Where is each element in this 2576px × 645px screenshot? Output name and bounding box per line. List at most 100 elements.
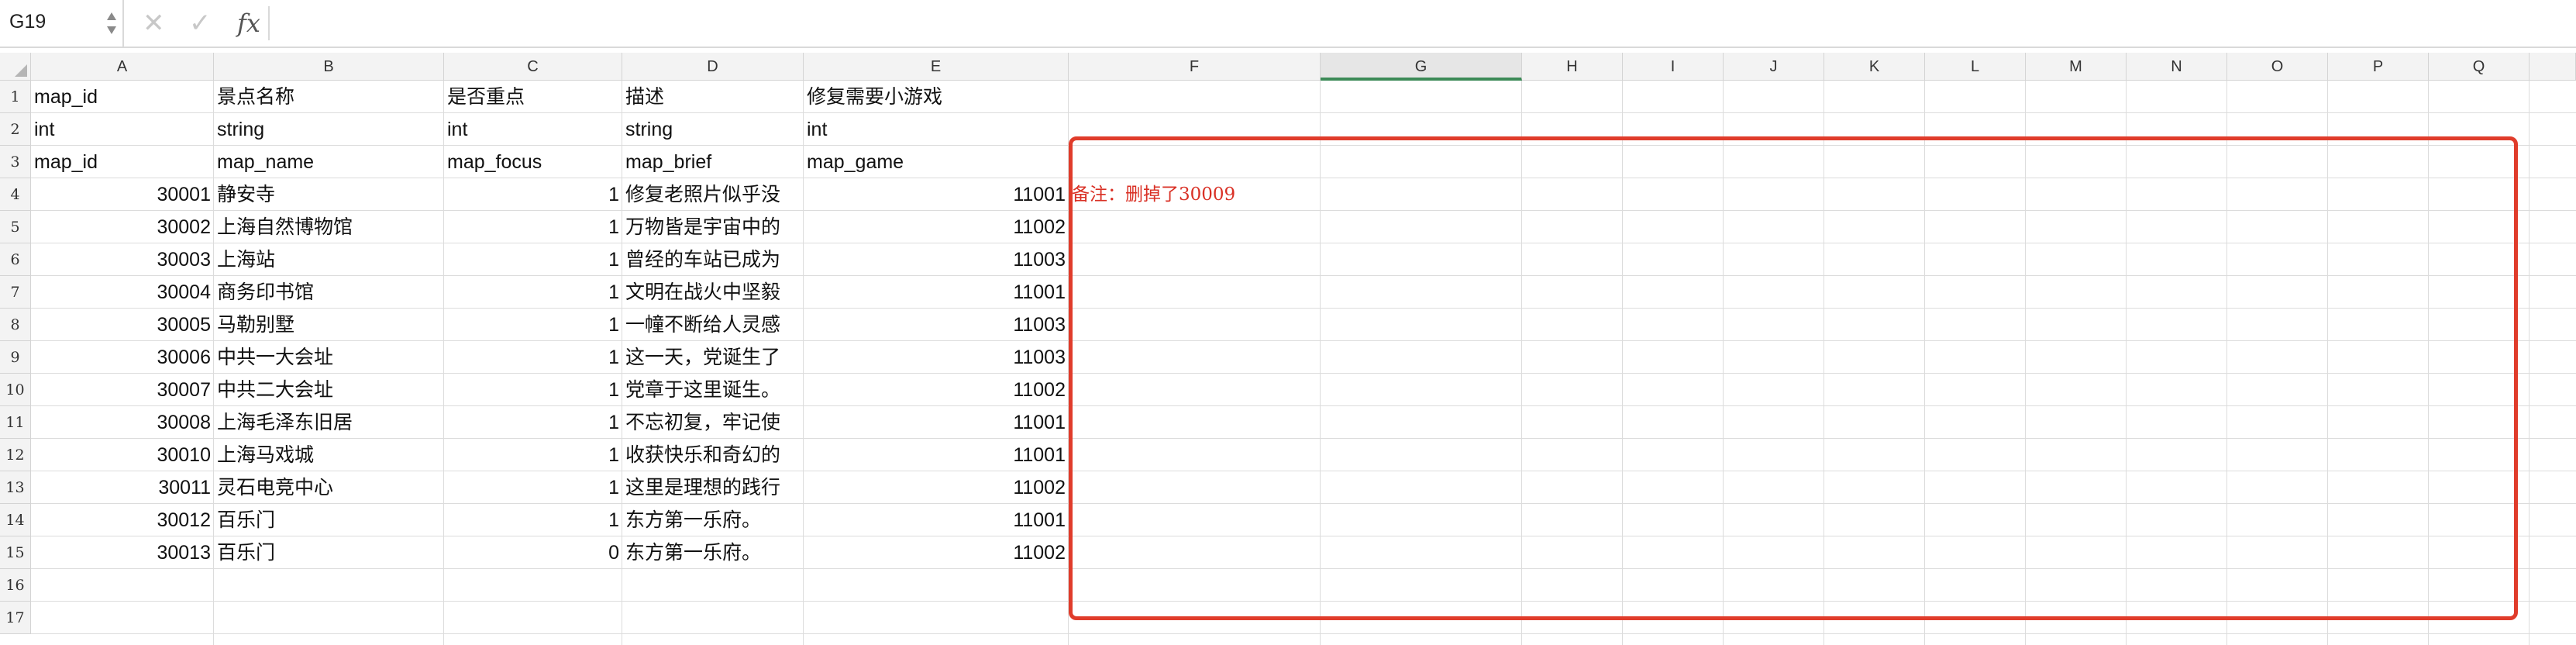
close-icon[interactable]: ✕ [143,8,165,39]
column-header-m[interactable]: M [2026,53,2127,81]
cell-e5[interactable]: 11002 [1013,216,1066,238]
cell-b2[interactable]: string [217,119,265,140]
cell-c2[interactable]: int [447,119,468,140]
cell-a11[interactable]: 30008 [157,412,211,433]
cell-e2[interactable]: int [807,119,828,140]
column-header-j[interactable]: J [1724,53,1824,81]
row-header-1[interactable]: 1 [0,81,31,113]
select-all-corner[interactable] [0,53,31,81]
cell-c8[interactable]: 1 [608,314,619,336]
cell-d3[interactable]: map_brief [625,151,712,173]
row-header-14[interactable]: 14 [0,504,31,536]
cell-d11[interactable]: 不忘初复，牢记使 [625,411,781,433]
cell-e14[interactable]: 11001 [1013,509,1066,531]
cell-e3[interactable]: map_game [807,151,904,173]
cell-d9[interactable]: 这一天，党诞生了 [625,346,781,368]
cell-c7[interactable]: 1 [608,281,619,303]
cell-d15[interactable]: 东方第一乐府。 [625,541,762,564]
cell-d8[interactable]: 一幢不断给人灵感 [625,313,781,336]
note-cell-f4[interactable]: 备注：删掉了30009 [1072,185,1236,205]
cell-a10[interactable]: 30007 [157,379,211,401]
cell-c11[interactable]: 1 [608,412,619,433]
cell-b10[interactable]: 中共二大会址 [217,378,334,401]
cell-e1[interactable]: 修复需要小游戏 [807,85,943,108]
cell-d2[interactable]: string [625,119,673,140]
cell-d6[interactable]: 曾经的车站已成为 [625,248,781,271]
row-header-17[interactable]: 17 [0,602,31,634]
name-box[interactable]: G19 [0,0,124,47]
cell-area[interactable]: map_id 景点名称 是否重点 描述 修复需要小游戏 int string int strin… [31,81,2576,645]
cell-e6[interactable]: 11003 [1013,249,1066,271]
row-header-2[interactable]: 2 [0,113,31,146]
cell-b8[interactable]: 马勒别墅 [217,313,295,336]
column-header-o[interactable]: O [2227,53,2328,81]
row-header-13[interactable]: 13 [0,471,31,504]
column-header-q[interactable]: Q [2429,53,2530,81]
cell-a3[interactable]: map_id [34,151,98,173]
cell-a1[interactable]: map_id [34,86,98,108]
cell-a14[interactable]: 30012 [157,509,211,531]
cell-a7[interactable]: 30004 [157,281,211,303]
cell-d12[interactable]: 收获快乐和奇幻的 [625,443,781,466]
row-header-16[interactable]: 16 [0,569,31,602]
check-icon[interactable]: ✓ [189,8,212,39]
row-header-10[interactable]: 10 [0,374,31,406]
cell-e8[interactable]: 11003 [1013,314,1066,336]
row-header-12[interactable]: 12 [0,439,31,471]
row-header-6[interactable]: 6 [0,243,31,276]
cell-c14[interactable]: 1 [608,509,619,531]
cell-b14[interactable]: 百乐门 [217,509,276,531]
cell-a8[interactable]: 30005 [157,314,211,336]
cell-e4[interactable]: 11001 [1013,184,1066,205]
stepper-icon[interactable] [104,6,119,40]
cell-c10[interactable]: 1 [608,379,619,401]
cell-d14[interactable]: 东方第一乐府。 [625,509,762,531]
cell-c6[interactable]: 1 [608,249,619,271]
cell-c13[interactable]: 1 [608,477,619,498]
cell-b5[interactable]: 上海自然博物馆 [217,216,353,238]
cell-c5[interactable]: 1 [608,216,619,238]
cell-b9[interactable]: 中共一大会址 [217,346,334,368]
column-header-overflow[interactable] [2530,53,2576,81]
cell-b4[interactable]: 静安寺 [217,183,276,205]
cell-b12[interactable]: 上海马戏城 [217,443,315,466]
cell-e10[interactable]: 11002 [1013,379,1066,401]
cell-b3[interactable]: map_name [217,151,315,173]
fx-icon[interactable]: fx [237,9,260,38]
cell-a4[interactable]: 30001 [157,184,211,205]
column-header-c[interactable]: C [444,53,622,81]
cell-c3[interactable]: map_focus [447,151,542,173]
column-header-f[interactable]: F [1069,53,1321,81]
column-header-i[interactable]: I [1623,53,1724,81]
cell-b1[interactable]: 景点名称 [217,85,295,108]
cell-e9[interactable]: 11003 [1013,347,1066,368]
cell-e13[interactable]: 11002 [1013,477,1066,498]
row-header-15[interactable]: 15 [0,536,31,569]
formula-input[interactable] [276,5,2562,42]
cell-b6[interactable]: 上海站 [217,248,276,271]
row-header-11[interactable]: 11 [0,406,31,439]
cell-d10[interactable]: 党章于这里诞生。 [625,378,781,401]
cell-a13[interactable]: 30011 [158,477,211,498]
cell-e7[interactable]: 11001 [1013,281,1066,303]
cell-a5[interactable]: 30002 [157,216,211,238]
cell-c12[interactable]: 1 [608,444,619,466]
cell-e15[interactable]: 11002 [1013,542,1066,564]
column-header-k[interactable]: K [1824,53,1925,81]
column-header-h[interactable]: H [1522,53,1623,81]
cell-a9[interactable]: 30006 [157,347,211,368]
cell-b11[interactable]: 上海毛泽东旧居 [217,411,353,433]
column-header-p[interactable]: P [2328,53,2429,81]
cell-d1[interactable]: 描述 [625,85,665,108]
cell-a6[interactable]: 30003 [157,249,211,271]
cell-c9[interactable]: 1 [608,347,619,368]
cell-c15[interactable]: 0 [608,542,619,564]
column-header-g[interactable]: G [1321,53,1522,81]
cell-a12[interactable]: 30010 [157,444,211,466]
cell-b15[interactable]: 百乐门 [217,541,276,564]
column-header-n[interactable]: N [2127,53,2227,81]
row-header-4[interactable]: 4 [0,178,31,211]
cell-d13[interactable]: 这里是理想的践行 [625,476,781,498]
row-header-7[interactable]: 7 [0,276,31,309]
row-header-3[interactable]: 3 [0,146,31,178]
